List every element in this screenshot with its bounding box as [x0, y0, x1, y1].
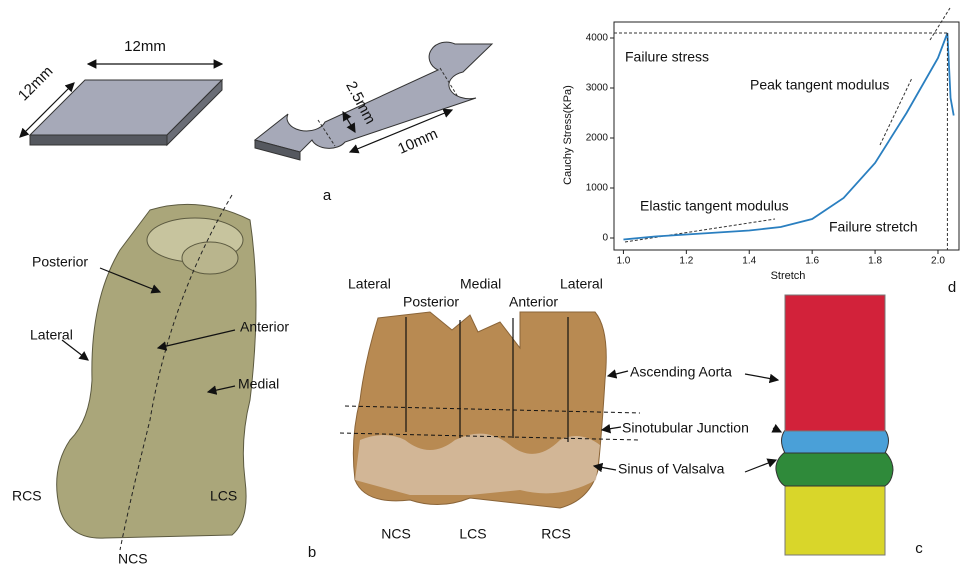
yellow-segment	[785, 485, 885, 555]
region-label: Ascending Aorta	[630, 364, 732, 380]
panel-label: a	[323, 187, 332, 204]
y-axis-label: Cauchy Stress(KPa)	[562, 85, 574, 185]
x-tick-label: 1.8	[868, 256, 882, 267]
dimension: 12mm	[15, 63, 56, 104]
orientation-label: Medial	[460, 276, 501, 292]
anatomy-label: Lateral	[30, 327, 73, 343]
aorta-segment	[785, 295, 885, 431]
panel-label: b	[308, 544, 316, 561]
panel-label: c	[915, 540, 923, 557]
annotation: Failure stress	[625, 49, 709, 65]
tissue-photo: Lateral Posterior Medial Anterior Latera…	[340, 276, 781, 542]
region-label: Sinus of Valsalva	[618, 461, 725, 477]
annotation: Failure stretch	[829, 219, 918, 235]
panel-a: 12mm 12mm 2.5mm 10mm a	[15, 38, 492, 204]
panel-b: Posterior Lateral Anterior Medial RCS LC…	[12, 195, 316, 567]
x-axis-label: Stretch	[771, 270, 806, 282]
x-tick-label: 1.4	[742, 256, 756, 267]
sinus-label: LCS	[459, 526, 486, 542]
anatomy-label: Posterior	[32, 254, 88, 270]
orientation-label: Posterior	[403, 294, 459, 310]
anatomy-label: NCS	[118, 551, 148, 567]
anatomy-label: Anterior	[240, 319, 289, 335]
y-tick-label: 0	[602, 233, 608, 244]
x-tick-label: 1.0	[616, 256, 630, 267]
plate	[30, 80, 222, 135]
stress-stretch-chart: Cauchy Stress(KPa) Stretch d 1.0 1.2 1.4 1.…	[562, 8, 959, 296]
sinus-segment	[776, 452, 893, 486]
panel-label: d	[948, 279, 956, 296]
y-tick-label: 4000	[586, 33, 609, 44]
y-tick-label: 1000	[586, 183, 609, 194]
orientation-label: Lateral	[560, 276, 603, 292]
orientation-label: Lateral	[348, 276, 391, 292]
orientation-label: Anterior	[509, 294, 558, 310]
x-tick-label: 1.6	[805, 256, 819, 267]
anatomy-label: RCS	[12, 488, 42, 504]
anatomy-label: Medial	[238, 376, 279, 392]
stj-segment	[782, 430, 889, 453]
dimension: 12mm	[124, 38, 166, 55]
panel-c: c	[776, 295, 923, 557]
x-tick-label: 2.0	[931, 256, 945, 267]
x-tick-label: 1.2	[679, 256, 693, 267]
plate-side	[30, 135, 167, 145]
y-tick-label: 2000	[586, 133, 609, 144]
y-tick-label: 3000	[586, 83, 609, 94]
annotation: Elastic tangent modulus	[640, 198, 789, 214]
figure: 12mm 12mm 2.5mm 10mm a Posterior Lateral…	[0, 0, 961, 570]
anatomy-label: LCS	[210, 488, 237, 504]
annotation: Peak tangent modulus	[750, 77, 889, 93]
sinus-label: RCS	[541, 526, 571, 542]
dogbone	[255, 42, 492, 152]
sinus-label: NCS	[381, 526, 411, 542]
region-label: Sinotubular Junction	[622, 420, 749, 436]
